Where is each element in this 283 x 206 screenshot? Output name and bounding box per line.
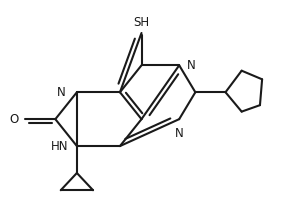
Text: N: N — [57, 86, 66, 99]
Text: SH: SH — [134, 16, 149, 29]
Text: O: O — [137, 14, 146, 27]
Text: O: O — [10, 113, 19, 126]
Text: N: N — [187, 59, 196, 72]
Text: N: N — [175, 127, 184, 140]
Text: HN: HN — [51, 140, 68, 153]
